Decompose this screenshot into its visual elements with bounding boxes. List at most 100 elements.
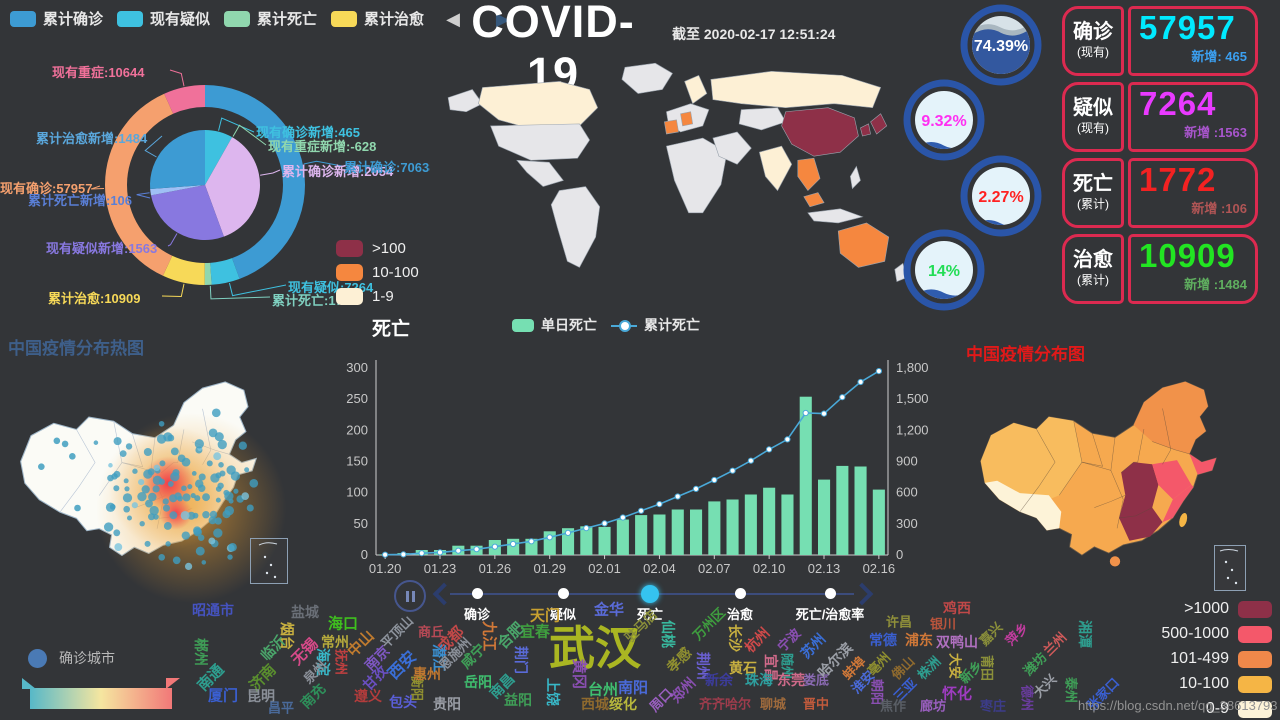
- wordcloud-city-嘉兴: 嘉兴: [976, 619, 1006, 649]
- svg-text:01.20: 01.20: [369, 561, 402, 576]
- wordcloud-city-商丘: 商丘: [417, 624, 445, 640]
- timeline-node-疑似[interactable]: [557, 588, 569, 599]
- svg-text:150: 150: [346, 454, 368, 469]
- south-china-sea-inset: [250, 538, 288, 584]
- bar-swatch: [512, 318, 534, 332]
- china-legend-swatch: [1238, 625, 1272, 643]
- wordcloud-city-万州区: 万州区: [689, 604, 729, 644]
- world-legend-item-1[interactable]: 10-100: [336, 264, 419, 281]
- wordcloud-city-齐齐哈尔: 齐齐哈尔: [698, 696, 752, 712]
- world-legend-label: >100: [372, 240, 406, 257]
- wordcloud-city-萍乡: 萍乡: [1002, 619, 1032, 649]
- timeline-node-死亡[interactable]: [641, 585, 659, 603]
- china-legend-item-0[interactable]: >1000: [1100, 600, 1272, 618]
- wordcloud-city-孝感: 孝感: [663, 644, 695, 676]
- svg-text:1,500: 1,500: [896, 391, 929, 406]
- legend-label: 现有疑似: [150, 11, 211, 28]
- china-legend-swatch: [1238, 700, 1272, 718]
- legend-label: 累计确诊: [43, 11, 104, 28]
- timeline-node-治愈[interactable]: [734, 588, 746, 599]
- stats-panel: 确诊 (现有) 57957 新增: 465 疑似 (现有) 7264 新增 :1563 死亡 (累…: [1062, 6, 1258, 304]
- legend-item-2[interactable]: 累计死亡: [224, 8, 317, 29]
- wordcloud-city-郴州: 郴州: [193, 638, 209, 666]
- china-legend-item-4[interactable]: 0-9: [1100, 700, 1272, 718]
- world-legend-label: 1-9: [372, 288, 394, 305]
- legend-daily-death[interactable]: 单日死亡: [512, 315, 597, 335]
- wordcloud-city-昆明: 昆明: [247, 688, 275, 704]
- legend-item-0[interactable]: 累计确诊: [10, 8, 103, 29]
- timeline-label-4[interactable]: 死亡/治愈率: [795, 607, 865, 622]
- stat-value: 7264: [1139, 85, 1217, 122]
- china-legend-item-3[interactable]: 10-100: [1100, 675, 1272, 693]
- wordcloud-city-九江: 九江: [480, 620, 498, 652]
- china-legend-swatch: [1238, 650, 1272, 668]
- timeline-node-确诊[interactable]: [471, 588, 483, 599]
- wordcloud-city-新余: 新余: [705, 672, 733, 688]
- wordcloud-city-天门: 天门: [529, 607, 561, 625]
- visualmap-handle-low[interactable]: [22, 678, 36, 689]
- legend-swatch: [117, 10, 144, 27]
- legend-item-3[interactable]: 累计治愈: [331, 8, 424, 29]
- liquid-gauge-0: 74.39%: [960, 4, 1042, 86]
- wordcloud-city-株洲: 株洲: [914, 653, 944, 683]
- watermark: https://blog.csdn.net/qq_38613793: [1078, 698, 1278, 713]
- timeline-label-3[interactable]: 治愈: [726, 607, 754, 622]
- donut-legend: 累计确诊 现有疑似 累计死亡 累计治愈 ◀ ▶: [10, 8, 510, 29]
- death-chart-title: 死亡: [372, 319, 411, 340]
- china-legend-label: 500-1000: [1161, 625, 1229, 642]
- svg-text:300: 300: [346, 360, 368, 375]
- legend-cum-death-label: 累计死亡: [644, 317, 700, 333]
- stat-label-box: 治愈 (累计): [1062, 234, 1124, 304]
- china-legend-swatch: [1238, 600, 1272, 618]
- wordcloud-city-佛山: 佛山: [888, 653, 918, 683]
- wordcloud-city-长沙: 长沙: [727, 624, 743, 652]
- wordcloud-city-荆门: 荆门: [513, 646, 529, 674]
- wordcloud-city-台州: 台州: [587, 681, 619, 699]
- gauge-value: 9.32%: [921, 113, 966, 130]
- bars: [379, 396, 885, 556]
- wordcloud-city-潍坊: 潍坊: [1020, 649, 1050, 679]
- gauge-group: 74.39% 9.32% 2.27% 14%: [890, 0, 1060, 320]
- svg-text:1,200: 1,200: [896, 422, 929, 437]
- world-legend-swatch: [336, 288, 363, 305]
- wordcloud-city-周口: 周口: [646, 685, 676, 715]
- world-legend-item-0[interactable]: >100: [336, 240, 419, 257]
- city-marker-label: 确诊城市: [59, 650, 115, 666]
- wordcloud-city-大兴: 大兴: [1030, 671, 1060, 701]
- wordcloud-city-聊城: 聊城: [759, 696, 787, 712]
- stat-value: 10909: [1139, 237, 1236, 274]
- timeline-label-1[interactable]: 疑似: [549, 607, 577, 622]
- timeline-label-2[interactable]: 死亡: [636, 607, 664, 622]
- death-chart-legend: 单日死亡 累计死亡: [512, 315, 700, 335]
- wordcloud-city-焦作: 焦作: [879, 698, 907, 714]
- stat-label-box: 疑似 (现有): [1062, 82, 1124, 152]
- legend-item-1[interactable]: 现有疑似: [117, 8, 210, 29]
- wordcloud-city-湘潭: 湘潭: [1077, 620, 1093, 648]
- legend-cum-death[interactable]: 累计死亡: [611, 315, 700, 335]
- gauge-value: 74.39%: [974, 38, 1028, 55]
- legend-next-icon[interactable]: ▶: [495, 8, 510, 29]
- timeline-label-0[interactable]: 确诊: [463, 607, 491, 622]
- death-chart: 0 50 100 150 200 250 300 0 300 600 900 1,200 1,500 1,…: [346, 360, 929, 576]
- legend-swatch: [10, 10, 36, 27]
- legend-prev-icon[interactable]: ◀: [446, 8, 460, 29]
- visualmap-handle-high[interactable]: [166, 678, 180, 689]
- liquid-gauge-1: 9.32%: [903, 79, 985, 161]
- visualmap-gradient[interactable]: [22, 678, 180, 709]
- pause-button[interactable]: [394, 580, 426, 612]
- svg-text:100: 100: [346, 485, 368, 500]
- stat-value: 57957: [1139, 9, 1236, 46]
- legend-swatch: [224, 10, 251, 27]
- china-legend-item-1[interactable]: 500-1000: [1100, 625, 1272, 643]
- legend-label: 累计死亡: [257, 11, 318, 28]
- wordcloud-city-厦门: 厦门: [207, 687, 239, 705]
- world-legend-item-2[interactable]: 1-9: [336, 288, 419, 305]
- timeline-node-死亡/治愈率[interactable]: [824, 588, 836, 599]
- wordcloud-city-南充: 南充: [297, 680, 329, 712]
- world-legend-swatch: [336, 240, 363, 257]
- world-legend-label: 10-100: [372, 264, 419, 281]
- wordcloud-city-惠州: 惠州: [413, 666, 441, 682]
- legend-swatch: [331, 10, 358, 27]
- china-legend-item-2[interactable]: 101-499: [1100, 650, 1272, 668]
